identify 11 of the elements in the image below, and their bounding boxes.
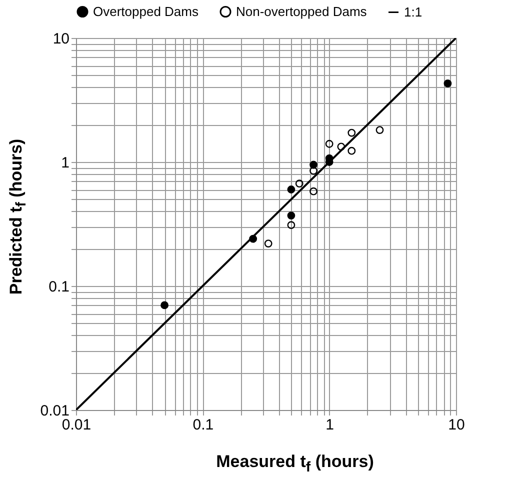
legend-label: Overtopped Dams — [93, 4, 199, 19]
y-tick-label: 10 — [52, 30, 70, 48]
y-tick-label: 1 — [61, 154, 70, 172]
legend-label: Non-overtopped Dams — [236, 4, 368, 19]
x-tick-label: 0.1 — [192, 416, 214, 434]
x-axis-title: Measured t$_{f}$ (hours) — [215, 452, 375, 476]
y-tick-label: 0.01 — [40, 402, 70, 420]
legend-label: 1:1 — [404, 4, 422, 20]
x-tick-label: 1 — [326, 416, 334, 434]
x-tick-label: 10 — [448, 416, 465, 434]
y-tick-label: 0.1 — [48, 278, 70, 296]
